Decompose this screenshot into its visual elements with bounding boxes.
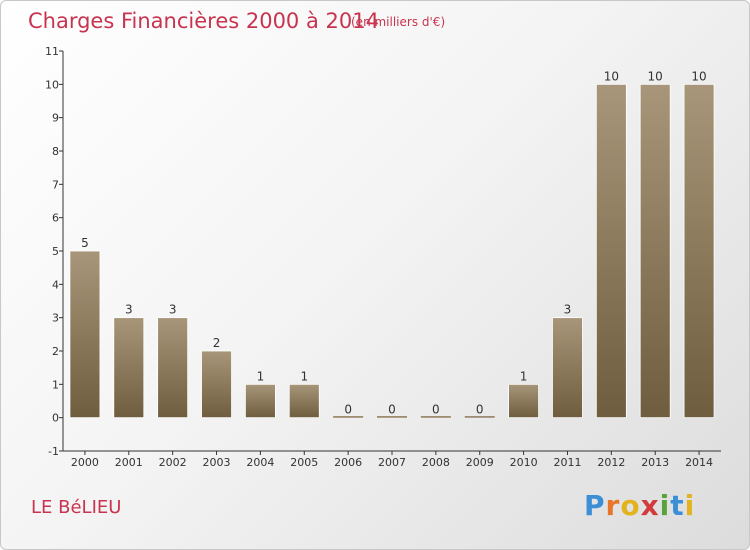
- y-tick-label: 5: [52, 245, 59, 258]
- x-tick-label: 2000: [71, 456, 99, 469]
- y-tick-label: 2: [52, 345, 59, 358]
- bar-2014: [683, 83, 715, 419]
- bar-2003: [201, 350, 232, 419]
- data-label: 0: [476, 403, 484, 417]
- x-tick-label: 2004: [246, 456, 274, 469]
- y-tick-label: 3: [52, 312, 59, 325]
- proxiti-logo: Proxiti: [584, 489, 695, 522]
- data-label: 1: [300, 369, 308, 383]
- bar-2004: [244, 383, 276, 419]
- y-tick-label: 6: [52, 212, 59, 225]
- bar-2009: [464, 416, 495, 418]
- chart-title: Charges Financières 2000 à 2014: [28, 9, 379, 33]
- logo-letter: t: [670, 489, 685, 522]
- bar-2007: [377, 416, 407, 418]
- data-label: 0: [432, 403, 440, 417]
- bar-2000: [69, 250, 101, 419]
- data-label: 10: [691, 69, 706, 83]
- data-label: 3: [564, 303, 572, 317]
- logo-letter: r: [605, 489, 621, 522]
- data-label: 0: [344, 403, 352, 417]
- data-label: 2: [213, 336, 221, 350]
- logo-letter: o: [620, 489, 641, 522]
- bar-2008: [420, 416, 451, 418]
- data-label: 3: [125, 303, 133, 317]
- x-tick-label: 2009: [466, 456, 494, 469]
- bar-2001: [113, 317, 145, 419]
- bar-2011: [552, 317, 583, 419]
- bar-2002: [157, 317, 189, 419]
- y-tick-label: 11: [45, 45, 59, 58]
- x-tick-label: 2003: [203, 456, 231, 469]
- x-tick-label: 2007: [378, 456, 406, 469]
- x-tick-label: 2001: [115, 456, 143, 469]
- y-tick-label: 7: [52, 178, 59, 191]
- data-label: 3: [169, 303, 177, 317]
- data-label: 1: [257, 369, 265, 383]
- y-tick-label: 4: [52, 278, 59, 291]
- x-tick-label: 2006: [334, 456, 362, 469]
- y-tick-label: 0: [52, 412, 59, 425]
- logo-letter: i: [659, 489, 671, 522]
- bar-2010: [508, 383, 540, 419]
- bar-2012: [595, 83, 627, 419]
- data-label: 10: [604, 69, 619, 83]
- bar-2005: [288, 383, 320, 419]
- bar-2006: [333, 416, 364, 418]
- logo-letter: x: [640, 489, 660, 522]
- data-label: 1: [520, 369, 528, 383]
- data-label: 0: [388, 403, 396, 417]
- logo-letter: P: [584, 489, 606, 522]
- data-label: 5: [81, 236, 89, 250]
- y-tick-label: 10: [45, 78, 59, 91]
- logo-letter: i: [684, 489, 696, 522]
- x-tick-label: 2014: [685, 456, 713, 469]
- y-tick-label: 1: [52, 378, 59, 391]
- chart-subtitle: (en milliers d'€): [351, 15, 446, 29]
- x-tick-label: 2008: [422, 456, 450, 469]
- x-tick-label: 2005: [290, 456, 318, 469]
- y-tick-label: 8: [52, 145, 59, 158]
- y-tick-label: 9: [52, 112, 59, 125]
- x-tick-label: 2010: [510, 456, 538, 469]
- x-tick-label: 2002: [159, 456, 187, 469]
- x-tick-label: 2012: [597, 456, 625, 469]
- bar-2013: [639, 83, 671, 419]
- town-name: LE BéLIEU: [31, 497, 122, 518]
- x-tick-label: 2013: [641, 456, 669, 469]
- x-tick-label: 2011: [553, 456, 581, 469]
- data-label: 10: [648, 69, 663, 83]
- y-tick-label: -1: [48, 445, 59, 458]
